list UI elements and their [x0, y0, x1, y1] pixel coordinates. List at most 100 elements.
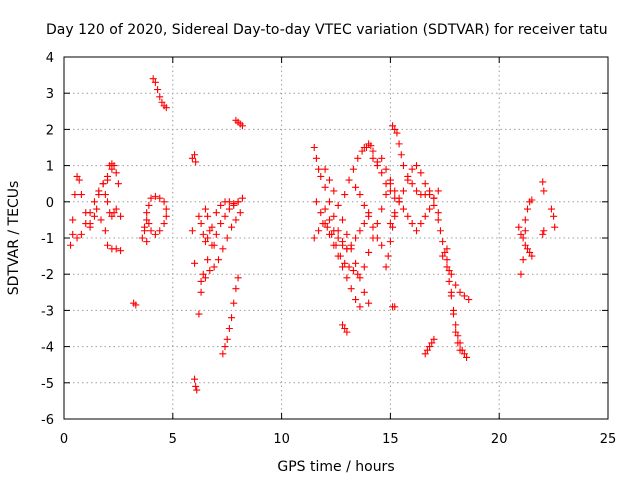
data-point [104, 198, 112, 206]
series-arc-f3 [443, 245, 464, 354]
data-point [217, 220, 225, 228]
data-point [310, 234, 318, 242]
series-arc-g7 [547, 205, 559, 231]
data-point [399, 162, 407, 170]
data-point [434, 209, 442, 217]
data-point [463, 353, 471, 361]
data-point [365, 140, 373, 148]
series-arc-d4 [321, 205, 373, 253]
data-point [417, 220, 425, 228]
data-point [519, 256, 527, 264]
x-tick-label: 10 [273, 432, 290, 447]
data-point [399, 205, 407, 213]
data-point [104, 241, 112, 249]
data-point [386, 176, 394, 184]
series-arc-d5 [321, 165, 373, 307]
data-point [343, 274, 351, 282]
data-point [528, 252, 536, 260]
y-tick-label: 3 [46, 87, 54, 102]
data-point [539, 230, 547, 238]
data-point [330, 187, 338, 195]
data-point [526, 248, 534, 256]
data-point [193, 386, 201, 394]
data-point [112, 245, 120, 253]
data-point [230, 201, 238, 209]
data-point [188, 227, 196, 235]
data-point [315, 165, 323, 173]
data-point [413, 227, 421, 235]
data-point [445, 267, 453, 275]
series-arc-f4 [413, 187, 442, 235]
data-point [447, 270, 455, 278]
data-point [99, 180, 107, 188]
data-point [347, 285, 355, 293]
data-point [421, 212, 429, 220]
data-point [201, 238, 209, 246]
data-point [445, 277, 453, 285]
data-point [360, 220, 368, 228]
data-point [221, 212, 229, 220]
series-arc-c8 [232, 116, 246, 130]
data-point [321, 165, 329, 173]
data-point [315, 227, 323, 235]
data-point [413, 162, 421, 170]
data-point [354, 154, 362, 162]
series-arc-e4 [386, 162, 438, 228]
data-point [369, 147, 377, 155]
data-point [386, 238, 394, 246]
data-point [443, 245, 451, 253]
data-point [517, 270, 525, 278]
data-point [145, 201, 153, 209]
data-point [454, 332, 462, 340]
data-point [310, 144, 318, 151]
y-tick-label: -1 [41, 232, 54, 247]
series-arc-a6 [130, 299, 140, 309]
data-point [95, 191, 103, 199]
data-point [339, 216, 347, 224]
data-point [447, 288, 455, 296]
data-point [141, 223, 149, 231]
series-arc-d3 [310, 220, 362, 278]
data-point [408, 220, 416, 228]
data-point [90, 198, 98, 206]
data-point [336, 252, 344, 260]
series-arc-e6 [389, 303, 399, 311]
data-point [97, 216, 105, 224]
data-point [325, 176, 333, 184]
data-point [204, 212, 212, 220]
data-point [110, 209, 118, 217]
data-point [112, 169, 120, 177]
data-point [197, 277, 205, 285]
data-point [108, 212, 116, 220]
data-point [391, 212, 399, 220]
chart-title: Day 120 of 2020, Sidereal Day-to-day VTE… [46, 22, 608, 38]
data-point [399, 187, 407, 195]
data-point [339, 263, 347, 271]
data-point [393, 129, 401, 137]
data-point [138, 234, 146, 242]
data-point [143, 216, 151, 224]
series-arc-g5 [539, 178, 548, 195]
data-point [156, 194, 164, 202]
data-point [460, 350, 468, 358]
data-point [428, 339, 436, 347]
data-point [86, 220, 94, 228]
data-point [515, 223, 523, 231]
data-point [439, 252, 447, 260]
data-point [160, 220, 168, 228]
data-point [391, 303, 399, 311]
data-point [151, 192, 159, 200]
data-point [317, 172, 325, 180]
data-point [156, 93, 164, 101]
y-tick-label: -2 [41, 268, 54, 283]
data-point [210, 241, 218, 249]
data-point [395, 140, 403, 148]
data-point [158, 98, 166, 106]
series-arc-a3 [86, 160, 122, 228]
x-axis-label: GPS time / hours [277, 459, 394, 475]
series-arc-e5 [382, 212, 399, 271]
data-point [365, 248, 373, 256]
data-point [395, 198, 403, 206]
data-point [162, 205, 170, 213]
data-point [236, 209, 244, 217]
